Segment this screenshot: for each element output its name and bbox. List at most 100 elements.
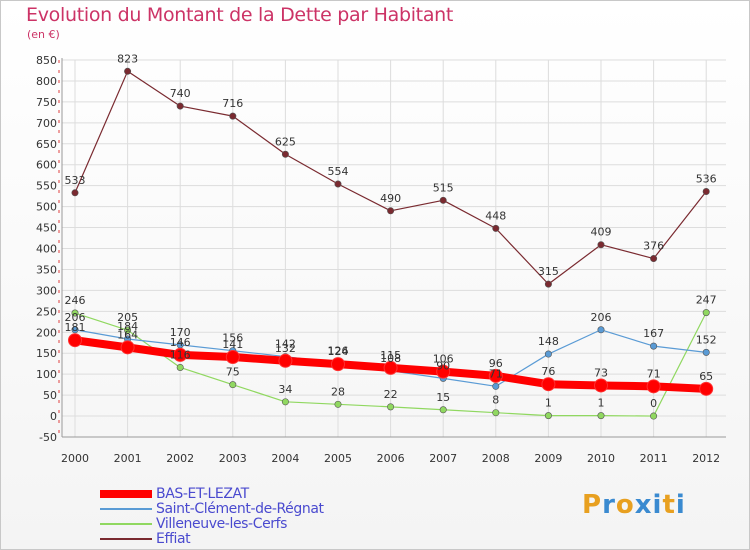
data-label: 170 [170, 326, 191, 339]
y-tick-label: 150 [36, 347, 57, 360]
x-tick-label: 2009 [534, 452, 562, 465]
y-tick-label: 250 [36, 305, 57, 318]
y-tick-label: 600 [36, 159, 57, 172]
y-tick-label: 350 [36, 263, 57, 276]
legend-item: Effiat [100, 530, 324, 547]
data-label: 108 [380, 352, 401, 365]
x-tick-label: 2003 [219, 452, 247, 465]
series-point-1 [650, 342, 658, 350]
data-label: 515 [433, 181, 454, 194]
data-label: 34 [278, 383, 292, 396]
y-tick-label: 100 [36, 368, 57, 381]
data-label: 75 [226, 366, 240, 379]
data-label: 65 [699, 370, 713, 383]
data-label: 167 [643, 327, 664, 340]
data-label: 152 [696, 333, 717, 346]
series-point-2 [176, 363, 184, 371]
logo-letter: x [634, 490, 653, 520]
series-point-2 [597, 412, 605, 420]
data-label: 181 [65, 321, 86, 334]
data-label: 73 [594, 366, 608, 379]
y-tick-label: 500 [36, 201, 57, 214]
logo-letter: o [615, 490, 635, 520]
data-label: 90 [436, 359, 450, 372]
series-point-0 [120, 340, 135, 355]
y-tick-label: 200 [36, 326, 57, 339]
series-point-3 [334, 180, 342, 188]
y-tick-label: 50 [43, 389, 57, 402]
y-tick-label: 0 [50, 410, 57, 423]
data-label: 124 [328, 345, 349, 358]
y-tick-label: -50 [39, 431, 57, 444]
series-point-1 [71, 326, 79, 334]
data-label: 71 [489, 367, 503, 380]
legend-label: Villeneuve-les-Cerfs [156, 515, 288, 532]
series-point-0 [488, 368, 503, 383]
series-point-2 [71, 309, 79, 317]
legend-item: BAS-ET-LEZAT [100, 486, 324, 502]
data-label: 28 [331, 385, 345, 398]
data-label: 315 [538, 265, 559, 278]
data-label: 1 [545, 397, 552, 410]
legend-swatch [100, 537, 152, 540]
y-tick-label: 850 [36, 54, 57, 67]
x-tick-label: 2006 [377, 452, 405, 465]
data-label: 156 [222, 332, 243, 345]
series-point-2 [334, 400, 342, 408]
data-label: 716 [222, 97, 243, 110]
x-tick-label: 2002 [166, 452, 194, 465]
series-point-0 [225, 349, 240, 364]
y-tick-label: 750 [36, 96, 57, 109]
x-tick-label: 2004 [271, 452, 299, 465]
y-tick-label: 650 [36, 138, 57, 151]
series-point-3 [281, 150, 289, 158]
y-tick-label: 300 [36, 284, 57, 297]
data-label: 246 [65, 294, 86, 307]
series-point-3 [702, 188, 710, 196]
series-point-3 [71, 189, 79, 197]
series-point-3 [544, 280, 552, 288]
data-label: 148 [538, 335, 559, 348]
series-point-0 [331, 357, 345, 372]
data-label: 0 [650, 397, 657, 410]
y-tick-label: 700 [36, 117, 57, 130]
data-label: 115 [380, 349, 401, 362]
series-point-0 [68, 333, 82, 348]
data-label: 409 [591, 226, 612, 239]
axes: -500501001502002503003504004505005506006… [36, 54, 726, 465]
logo-letter: t [662, 490, 676, 520]
chart-title: Evolution du Montant de la Dette par Hab… [26, 4, 454, 26]
series-point-3 [597, 241, 605, 249]
data-label: 490 [380, 192, 401, 205]
series-point-1 [702, 348, 710, 356]
data-label: 22 [384, 388, 398, 401]
x-tick-label: 2008 [482, 452, 510, 465]
legend-label: Saint-Clément-de-Régnat [156, 500, 324, 517]
series-point-0 [436, 364, 451, 379]
data-label: 96 [489, 357, 503, 370]
data-label: 206 [591, 311, 612, 324]
series-point-3 [176, 102, 184, 110]
logo-letter: i [652, 490, 663, 520]
data-label: 247 [696, 294, 717, 307]
data-label: 536 [696, 173, 717, 186]
legend-swatch [100, 507, 152, 510]
data-label: 142 [275, 338, 296, 351]
x-tick-label: 2000 [61, 452, 89, 465]
series-point-2 [650, 412, 658, 420]
series-point-2 [702, 309, 710, 317]
series-point-3 [492, 224, 500, 232]
data-label: 164 [117, 328, 138, 341]
series-point-1 [544, 350, 552, 358]
data-label: 206 [65, 311, 86, 324]
legend-item: Saint-Clément-de-Régnat [100, 500, 324, 517]
x-tick-label: 2005 [324, 452, 352, 465]
series [68, 67, 714, 420]
series-point-2 [281, 398, 289, 406]
grid [62, 59, 726, 438]
series-point-0 [541, 377, 556, 392]
series-point-1 [492, 382, 500, 390]
legend-label: Effiat [156, 530, 191, 547]
